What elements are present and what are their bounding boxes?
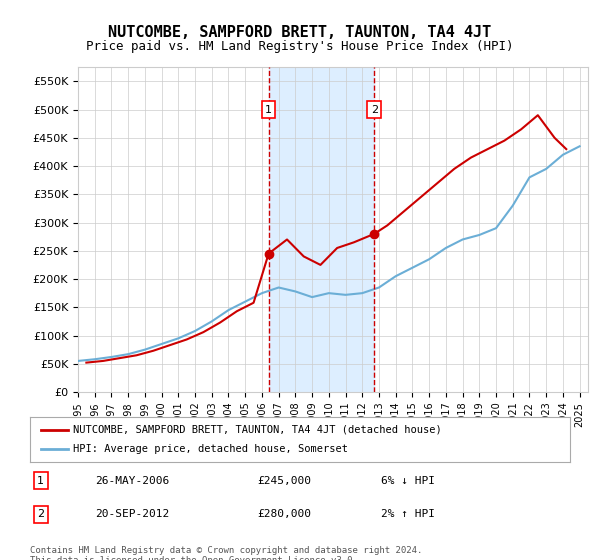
Text: 1: 1 bbox=[265, 105, 272, 115]
Text: 2% ↑ HPI: 2% ↑ HPI bbox=[381, 509, 435, 519]
Text: 2: 2 bbox=[371, 105, 378, 115]
Text: Price paid vs. HM Land Registry's House Price Index (HPI): Price paid vs. HM Land Registry's House … bbox=[86, 40, 514, 53]
Text: £280,000: £280,000 bbox=[257, 509, 311, 519]
Bar bbox=[269, 67, 374, 392]
Text: 20-SEP-2012: 20-SEP-2012 bbox=[95, 509, 169, 519]
Text: NUTCOMBE, SAMPFORD BRETT, TAUNTON, TA4 4JT: NUTCOMBE, SAMPFORD BRETT, TAUNTON, TA4 4… bbox=[109, 25, 491, 40]
Text: HPI: Average price, detached house, Somerset: HPI: Average price, detached house, Some… bbox=[73, 445, 348, 455]
Text: 2: 2 bbox=[37, 509, 44, 519]
Text: 1: 1 bbox=[37, 476, 44, 486]
Text: £245,000: £245,000 bbox=[257, 476, 311, 486]
Text: Contains HM Land Registry data © Crown copyright and database right 2024.
This d: Contains HM Land Registry data © Crown c… bbox=[30, 546, 422, 560]
Text: NUTCOMBE, SAMPFORD BRETT, TAUNTON, TA4 4JT (detached house): NUTCOMBE, SAMPFORD BRETT, TAUNTON, TA4 4… bbox=[73, 424, 442, 435]
Text: 6% ↓ HPI: 6% ↓ HPI bbox=[381, 476, 435, 486]
Text: 26-MAY-2006: 26-MAY-2006 bbox=[95, 476, 169, 486]
